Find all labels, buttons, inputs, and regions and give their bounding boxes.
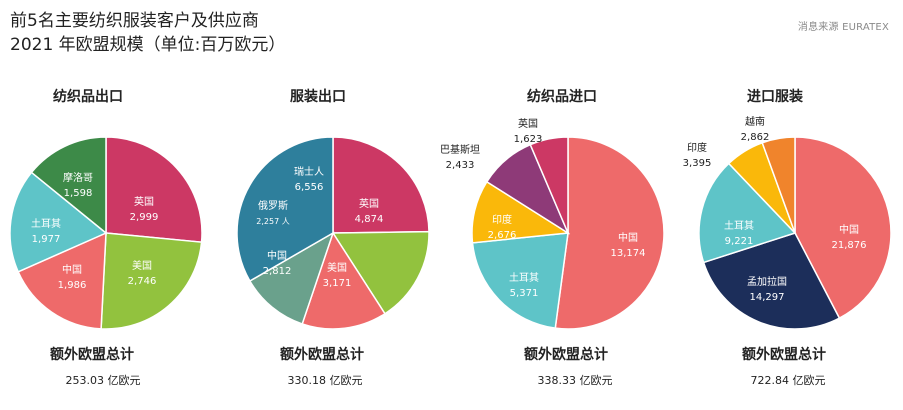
slice-name-label: 瑞士人: [294, 165, 324, 178]
pie-slice: [794, 136, 892, 320]
slice-name-label: 中国: [267, 249, 287, 262]
total-label-textile-export: 额外欧盟总计: [50, 347, 134, 363]
slice-value-label: 1,986: [58, 280, 87, 291]
total-label-apparel-export: 额外欧盟总计: [280, 347, 364, 363]
page-title: 前5名主要纺织服装客户及供应商: [10, 11, 259, 31]
chart-title-apparel-export: 服装出口: [290, 89, 346, 105]
slice-name-label: 美国: [132, 259, 152, 272]
slice-value-label: 1,623: [514, 134, 543, 145]
pie-slice: [702, 232, 841, 330]
pie-slice: [9, 171, 108, 273]
slice-name-label: 美国: [327, 261, 347, 274]
slice-name-label: 摩洛哥: [63, 171, 93, 184]
page-subtitle: 2021 年欧盟规模（单位:百万欧元）: [10, 35, 286, 55]
slice-name-label: 英国: [134, 195, 154, 208]
pie-slice: [332, 136, 430, 234]
pie-slice: [554, 136, 665, 330]
slice-name-label: 中国: [839, 223, 859, 236]
chart-title-textile-export: 纺织品出口: [53, 89, 123, 105]
slice-value-label: 2,746: [128, 276, 157, 287]
total-value-textile-import: 338.33 亿欧元: [537, 374, 613, 387]
slice-value-label: 5,371: [510, 288, 539, 299]
slice-value-label: 2,812: [263, 266, 292, 277]
chart-title-apparel-import: 进口服装: [747, 89, 803, 105]
slice-name-label: 印度: [687, 141, 707, 154]
pie-slice: [100, 232, 203, 330]
pie-slice: [30, 136, 107, 235]
slice-name-label: 土耳其: [509, 271, 539, 284]
pie-slice: [698, 162, 797, 264]
slice-value-label: 14,297: [750, 292, 785, 303]
slice-name-label: 巴基斯坦: [440, 143, 480, 156]
slice-name-label: 英国: [518, 117, 538, 130]
slice-name-label: 印度: [492, 213, 512, 226]
pie-slice: [236, 136, 334, 283]
pie-slice: [301, 231, 386, 330]
slice-name-label: 孟加拉国: [747, 275, 787, 288]
slice-name-label: 越南: [745, 115, 765, 128]
slice-name-label: 俄罗斯: [258, 199, 288, 212]
total-value-textile-export: 253.03 亿欧元: [65, 374, 141, 387]
slice-value-label: 1,977: [32, 234, 61, 245]
total-value-apparel-export: 330.18 亿欧元: [287, 374, 363, 387]
slice-value-label: 9,221: [725, 236, 754, 247]
slice-value-label: 4,874: [355, 214, 384, 225]
slice-name-label: 土耳其: [31, 217, 61, 230]
pie-slice: [248, 231, 335, 325]
slice-value-label: 1,598: [64, 188, 93, 199]
slice-value-label: 2,999: [130, 212, 159, 223]
slice-value-label: 2,676: [488, 230, 517, 241]
slice-name-label: 英国: [359, 197, 379, 210]
pie-slice: [105, 136, 203, 244]
pie-slice: [761, 136, 796, 234]
slice-value-label: 6,556: [295, 182, 324, 193]
slice-name-label: 中国: [618, 231, 638, 244]
slice-name-label: 中国: [62, 263, 82, 276]
pie-slice: [17, 231, 107, 330]
slice-value-label: 2,433: [446, 160, 475, 171]
slice-value-label: 21,876: [832, 240, 867, 251]
pie-slice: [331, 230, 430, 315]
total-label-textile-import: 额外欧盟总计: [524, 347, 608, 363]
slice-value-label: 13,174: [611, 248, 646, 259]
source-note: 消息来源 EURATEX: [797, 22, 889, 33]
slice-value-label: 2,257 人: [256, 217, 289, 226]
total-value-apparel-import: 722.84 亿欧元: [750, 374, 826, 387]
chart-title-textile-import: 纺织品进口: [527, 89, 597, 105]
slice-value-label: 2,862: [741, 132, 770, 143]
pie-slice: [529, 136, 569, 234]
total-label-apparel-import: 额外欧盟总计: [742, 347, 826, 363]
slice-value-label: 3,395: [683, 158, 712, 169]
slice-value-label: 3,171: [323, 278, 352, 289]
slice-name-label: 土耳其: [724, 219, 754, 232]
pie-slice: [471, 232, 569, 329]
